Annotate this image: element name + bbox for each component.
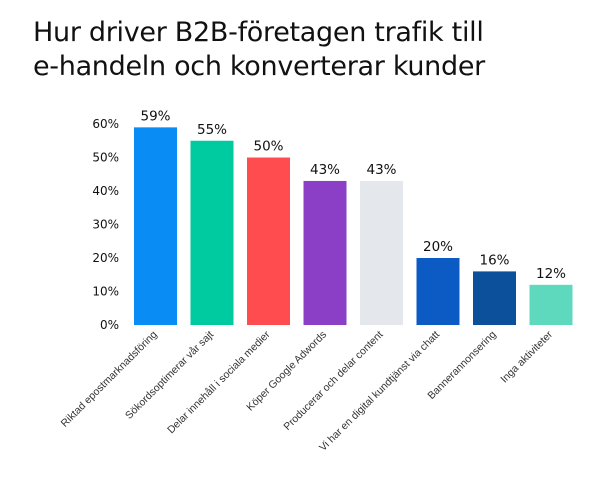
data-label: 50% xyxy=(253,139,283,155)
bar xyxy=(529,284,573,325)
category-label: Vi har en digital kundtjänst via chatt xyxy=(317,329,442,454)
bar xyxy=(190,140,234,325)
data-labels: 59% 55% 50% 43% 43% 20% 16% 12% xyxy=(140,108,566,281)
data-label: 20% xyxy=(423,239,453,255)
data-label: 43% xyxy=(310,162,340,178)
category-label: Producerar och delar content xyxy=(281,329,385,433)
bar xyxy=(134,127,177,325)
y-tick-label: 40% xyxy=(92,184,119,198)
bar xyxy=(473,271,516,325)
data-label: 55% xyxy=(197,122,227,138)
data-label: 59% xyxy=(140,108,170,124)
x-axis: Riktad epostmarknadsföringSökordsoptimer… xyxy=(59,328,556,454)
bars xyxy=(134,127,573,325)
y-tick-label: 10% xyxy=(92,285,119,299)
chart-title-line-1: Hur driver B2B-företagen trafik till xyxy=(33,17,484,48)
category-label: Delar innehåll i sociala medier xyxy=(165,328,273,436)
chart-title: Hur driver B2B-företagen trafik till e-h… xyxy=(33,16,593,84)
category-label: Riktad epostmarknadsföring xyxy=(59,329,160,430)
data-label: 16% xyxy=(479,252,509,268)
category-label: Inga aktiviteter xyxy=(498,328,555,385)
bar xyxy=(247,157,290,325)
chart-title-line-2: e-handeln och konverterar kunder xyxy=(33,51,485,82)
y-tick-label: 50% xyxy=(92,151,119,165)
y-tick-label: 60% xyxy=(92,117,119,131)
data-label: 43% xyxy=(366,162,396,178)
y-axis: 0% 10% 20% 30% 40% 50% 60% xyxy=(92,117,119,332)
bar xyxy=(360,180,403,325)
data-label: 12% xyxy=(536,266,566,282)
bar xyxy=(303,180,347,325)
y-tick-label: 0% xyxy=(100,318,119,332)
y-tick-label: 30% xyxy=(92,218,119,232)
bar xyxy=(416,258,460,325)
y-tick-label: 20% xyxy=(92,251,119,265)
